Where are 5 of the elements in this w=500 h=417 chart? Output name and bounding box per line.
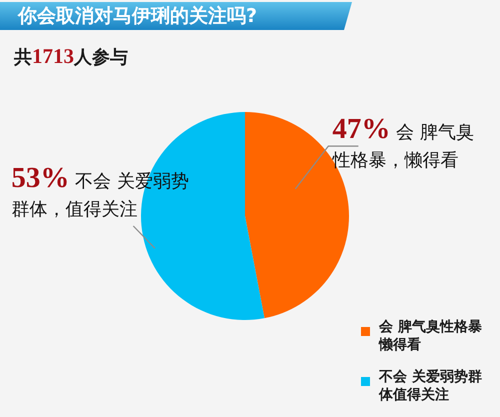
legend-label: 会 脾气臭性格暴懒得看 — [379, 318, 483, 354]
data-label: 47% 会 脾气臭性格暴，懒得看 — [332, 113, 474, 172]
chart-subtitle: 共1713人参与 — [14, 44, 128, 68]
legend-label: 不会 关爱弱势群体值得关注 — [379, 368, 483, 404]
chart-title: 你会取消对马伊琍的关注吗? — [18, 4, 258, 28]
